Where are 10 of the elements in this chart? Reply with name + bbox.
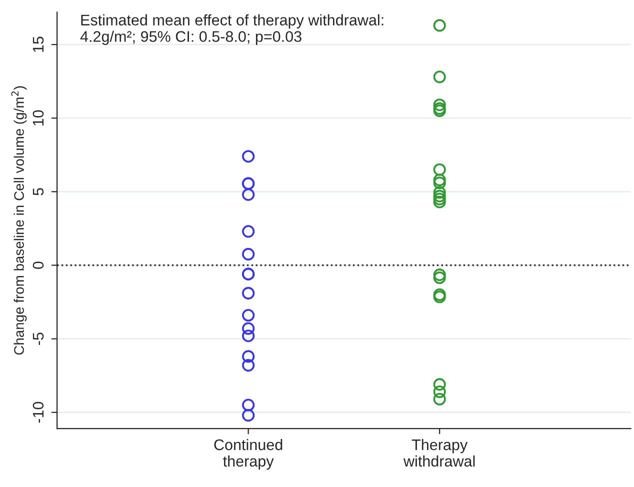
y-tick-label: 15 [32,36,44,52]
y-axis-title: Change from baseline in Cell volume (g/m$^{2}$) [11,86,27,355]
y-tick-label: 0 [32,262,44,269]
y-tick-label: -5 [32,332,44,345]
annotation: Estimated mean effect of therapy withdrawal: 4.2g/m²; 95% CI: 0.5-8.0; p=0.03 [80,14,384,45]
x-tick-label: Continued therapy [214,438,282,470]
y-tick-label: -10 [32,402,44,423]
y-tick-label: 5 [32,188,44,196]
y-tick-label: 10 [32,110,44,126]
x-tick-label: Therapy withdrawal [403,438,475,467]
